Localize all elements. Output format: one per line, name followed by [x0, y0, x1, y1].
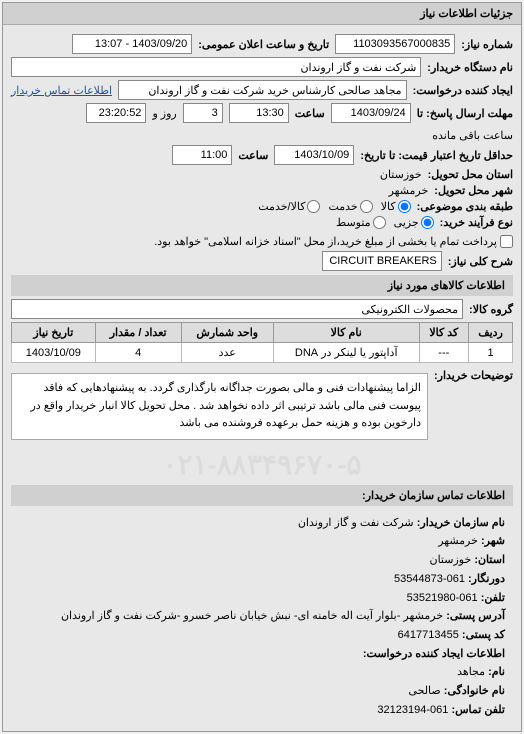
days-remain-label: روز و — [152, 107, 176, 120]
announce-input[interactable] — [72, 34, 192, 54]
validity-time-label: ساعت — [238, 149, 268, 162]
group-label: گروه کالا: — [469, 303, 513, 316]
main-panel: جزئیات اطلاعات نیاز شماره نیاز: تاریخ و … — [2, 2, 522, 732]
watermark-phone: ۰۲۱-۸۸۳۴۹۶۷۰-۵ — [11, 448, 513, 481]
notes-label: توضیحات خریدار: — [434, 369, 513, 382]
cell-unit: عدد — [181, 343, 273, 363]
deadline-time-input[interactable] — [229, 103, 289, 123]
deadline-time-label: ساعت — [295, 107, 325, 120]
validity-time-input[interactable] — [172, 145, 232, 165]
proc-low-radio[interactable] — [421, 216, 434, 229]
col-code: کد کالا — [419, 323, 469, 343]
cell-qty: 4 — [95, 343, 181, 363]
proc-mid-label: متوسط — [336, 216, 371, 229]
contact-address-value: خرمشهر -بلوار آیت اله خامنه ای- نبش خیاب… — [61, 610, 443, 622]
time-remain-label: ساعت باقی مانده — [432, 129, 513, 142]
buyer-contact-link[interactable]: اطلاعات تماس خریدار — [11, 84, 112, 97]
contact-section-title: اطلاعات تماس سازمان خریدار: — [11, 485, 513, 506]
contact-info-block: نام سازمان خریدار: شرکت نفت و گاز اروندا… — [11, 508, 513, 726]
time-remain-input[interactable] — [86, 103, 146, 123]
contact-fax-value: 061-53544873 — [394, 573, 465, 585]
delivery-city-value: خرمشهر — [389, 184, 429, 197]
category-radio-group: کالا خدمت کالا/خدمت — [258, 200, 410, 213]
summary-label: شرح کلی نیاز: — [448, 255, 513, 268]
proc-note-label: پرداخت تمام یا بخشی از مبلغ خرید،از محل … — [154, 235, 497, 248]
proc-note-checkbox[interactable] — [500, 235, 513, 248]
panel-title: جزئیات اطلاعات نیاز — [3, 3, 521, 25]
process-label: نوع فرآیند خرید: — [440, 216, 513, 229]
contact-postal-label: کد پستی: — [462, 629, 505, 641]
contact-lname-value: صالحی — [408, 685, 440, 697]
table-row[interactable]: 1 --- آداپتور یا لینکر در DNA عدد 4 1403… — [12, 343, 513, 363]
request-number-label: شماره نیاز: — [461, 38, 513, 51]
items-header-row: ردیف کد کالا نام کالا واحد شمارش تعداد /… — [12, 323, 513, 343]
cell-date: 1403/10/09 — [12, 343, 96, 363]
contact-fax-label: دورنگار: — [468, 573, 505, 585]
contact-province-value: خوزستان — [429, 554, 471, 566]
col-row: ردیف — [469, 323, 513, 343]
cell-row: 1 — [469, 343, 513, 363]
category-label: طبقه بندی موضوعی: — [417, 200, 513, 213]
request-number-input[interactable] — [335, 34, 455, 54]
items-section-title: اطلاعات کالاهای مورد نیاز — [11, 275, 513, 296]
contact-lname-label: نام خانوادگی: — [444, 685, 505, 697]
cat-goods-service-label: کالا/خدمت — [258, 200, 305, 213]
buyer-org-label: نام دستگاه خریدار: — [427, 61, 513, 74]
cat-service-radio[interactable] — [360, 200, 373, 213]
cell-name: آداپتور یا لینکر در DNA — [273, 343, 419, 363]
contact-org-value: شرکت نفت و گاز اروندان — [298, 517, 414, 529]
cat-goods-service-radio[interactable] — [307, 200, 320, 213]
contact-name-label: نام: — [488, 666, 505, 678]
validity-label: حداقل تاریخ اعتبار قیمت: تا تاریخ: — [360, 149, 513, 162]
col-qty: تعداد / مقدار — [95, 323, 181, 343]
delivery-province-value: خوزستان — [380, 168, 422, 181]
notes-text: الزاما پیشنهادات فنی و مالی بصورت جداگان… — [11, 373, 428, 440]
summary-input[interactable] — [322, 251, 442, 271]
contact-cphone-value: 061-32123194 — [377, 704, 448, 716]
contact-address-label: آدرس پستی: — [446, 610, 505, 622]
delivery-city-label: شهر محل تحویل: — [434, 184, 513, 197]
process-radio-group: جزیی متوسط — [336, 216, 434, 229]
creator-input[interactable] — [118, 80, 407, 100]
proc-low-label: جزیی — [394, 216, 419, 229]
col-name: نام کالا — [273, 323, 419, 343]
contact-city-value: خرمشهر — [438, 535, 478, 547]
deadline-date-input[interactable] — [331, 103, 411, 123]
days-remain-input[interactable] — [183, 103, 223, 123]
items-table: ردیف کد کالا نام کالا واحد شمارش تعداد /… — [11, 322, 513, 363]
proc-mid-radio[interactable] — [373, 216, 386, 229]
validity-date-input[interactable] — [274, 145, 354, 165]
cat-service-label: خدمت — [328, 200, 357, 213]
contact-org-label: نام سازمان خریدار: — [417, 517, 505, 529]
col-unit: واحد شمارش — [181, 323, 273, 343]
contact-city-label: شهر: — [481, 535, 505, 547]
deadline-label: مهلت ارسال پاسخ: تا — [417, 107, 513, 120]
contact-phone-value: 061-53521980 — [407, 592, 478, 604]
creator-section-label: اطلاعات ایجاد کننده درخواست: — [363, 648, 505, 660]
announce-label: تاریخ و ساعت اعلان عمومی: — [198, 38, 329, 51]
contact-postal-value: 6417713455 — [398, 629, 459, 641]
group-input[interactable] — [11, 299, 463, 319]
contact-phone-label: تلفن: — [481, 592, 505, 604]
col-date: تاریخ نیاز — [12, 323, 96, 343]
panel-body: شماره نیاز: تاریخ و ساعت اعلان عمومی: نا… — [3, 25, 521, 731]
creator-label: ایجاد کننده درخواست: — [413, 84, 513, 97]
delivery-province-label: استان محل تحویل: — [428, 168, 513, 181]
cat-goods-label: کالا — [381, 200, 396, 213]
contact-name-value: مجاهد — [457, 666, 485, 678]
cat-goods-radio[interactable] — [398, 200, 411, 213]
contact-cphone-label: تلفن تماس: — [451, 704, 505, 716]
contact-province-label: استان: — [474, 554, 505, 566]
cell-code: --- — [419, 343, 469, 363]
buyer-org-input[interactable] — [11, 57, 421, 77]
